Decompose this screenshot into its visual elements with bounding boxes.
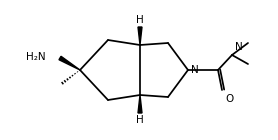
Text: N: N bbox=[191, 65, 199, 75]
Text: H: H bbox=[136, 115, 144, 125]
Text: H: H bbox=[136, 15, 144, 25]
Polygon shape bbox=[59, 56, 80, 70]
Text: N: N bbox=[235, 42, 243, 52]
Polygon shape bbox=[138, 95, 142, 113]
Polygon shape bbox=[138, 27, 142, 45]
Text: H₂N: H₂N bbox=[26, 52, 46, 62]
Text: O: O bbox=[225, 94, 233, 104]
